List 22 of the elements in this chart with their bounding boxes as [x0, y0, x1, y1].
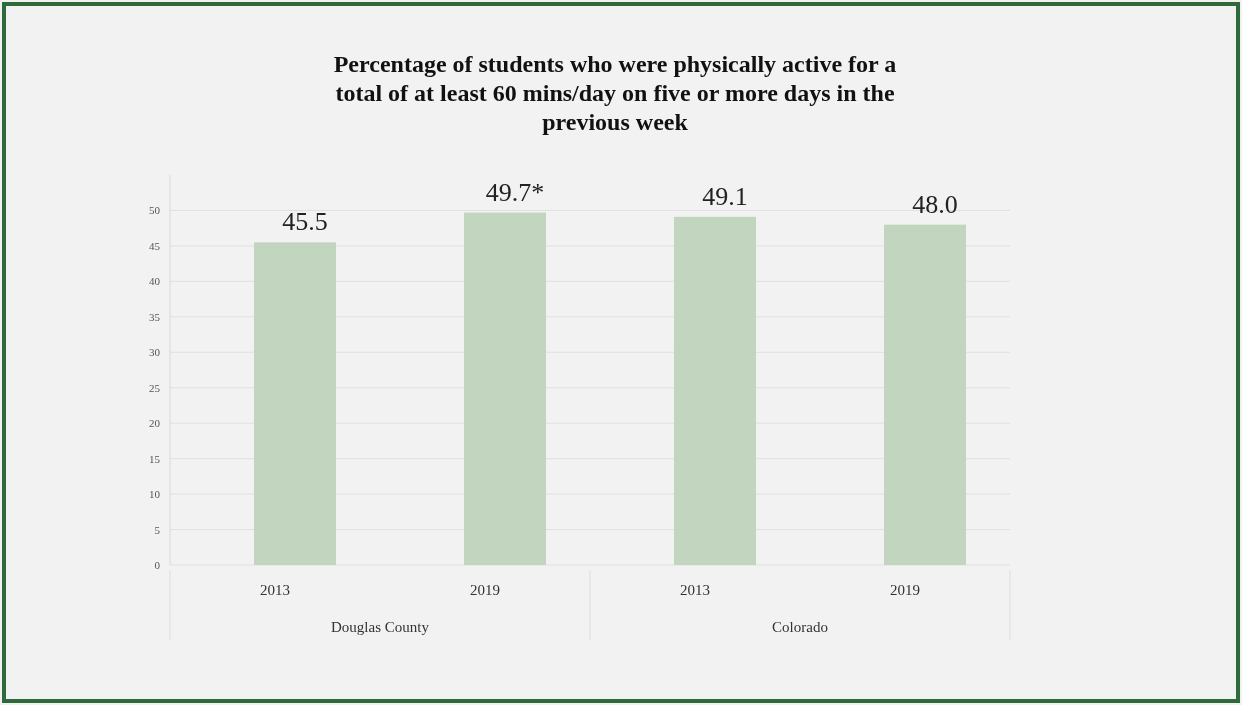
- y-tick-label: 50: [149, 204, 161, 217]
- y-tick-label: 15: [149, 452, 161, 465]
- text: Douglas County: [331, 619, 430, 635]
- text: Colorado: [772, 619, 828, 635]
- x-tick-label: 2013: [680, 582, 710, 598]
- data-label: 49.1: [702, 181, 748, 211]
- y-tick-label: 5: [154, 523, 161, 536]
- x-tick-label: 2019: [470, 582, 500, 598]
- x-tick-label: 2019: [890, 582, 920, 598]
- y-tick-label: 30: [149, 346, 161, 359]
- y-tick-label: 40: [149, 275, 161, 288]
- y-tick-label: 10: [149, 488, 161, 501]
- data-label: 49.7*: [485, 177, 545, 207]
- data-label: 48.0: [912, 189, 958, 219]
- y-tick-label: 0: [154, 559, 161, 571]
- y-tick-label: 45: [149, 239, 161, 252]
- y-tick-label: 25: [149, 381, 161, 394]
- chart-title: Percentage of students who were physically active for a total of at least 60 mins/day on five or more days in the previous week: [333, 51, 897, 135]
- y-tick-label: 35: [149, 310, 161, 323]
- data-label: 45.5: [282, 207, 328, 237]
- y-tick-label: 20: [149, 417, 161, 430]
- x-tick-label: 2013: [260, 582, 290, 598]
